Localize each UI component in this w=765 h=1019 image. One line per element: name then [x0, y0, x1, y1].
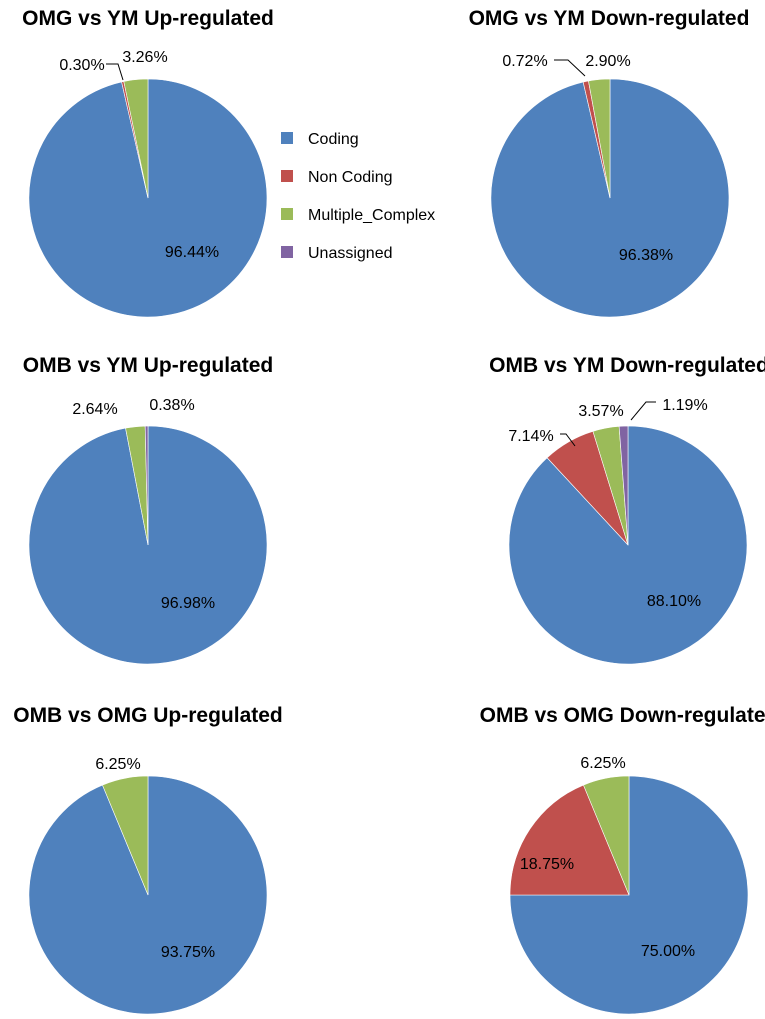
pie-slice-multiple-complex [102, 775, 149, 896]
leader-line [630, 401, 656, 421]
chart-title: OMG vs YM Down-regulated [469, 7, 750, 30]
chart-title: OMB vs YM Up-regulated [23, 354, 273, 377]
data-label-multiple-complex: 3.57% [578, 403, 623, 420]
pie-chart-3: OMB vs YM Up-regulated 96.98% 2.64% 0.38% [23, 354, 273, 665]
data-label-multiple-complex: 2.90% [585, 53, 630, 70]
leader-line [106, 63, 124, 81]
data-label-multiple-complex: 2.64% [72, 401, 117, 418]
pie-slice-multiple-complex [583, 775, 630, 896]
data-label-multiple-complex: 6.25% [580, 755, 625, 772]
pie-chart-4: OMB vs YM Down-regulated 88.10% 7.14% 3.57%… [489, 354, 765, 665]
pie-chart-1: OMG vs YM Up-regulated 96.44% 0.30% 3.26% [22, 7, 274, 318]
chart-title: OMB vs OMG Down-regulated [480, 704, 765, 727]
pie-slice-multiple-complex [123, 78, 149, 199]
data-label-coding: 93.75% [161, 944, 215, 961]
pie-chart-6: OMB vs OMG Down-regulated 75.00% 18.75% 6.2… [480, 704, 765, 1015]
legend-swatch-non-coding [281, 170, 293, 182]
leader-line [560, 433, 576, 447]
pie-slice-multiple-complex [588, 78, 611, 199]
legend-label-non-coding: Non Coding [308, 169, 393, 186]
legend: Coding Non Coding Multiple_Complex Unass… [281, 131, 435, 262]
data-label-coding: 88.10% [647, 593, 701, 610]
data-label-multiple-complex: 6.25% [95, 756, 140, 773]
legend-swatch-multiple-complex [281, 208, 293, 220]
data-label-unassigned: 0.38% [149, 397, 194, 414]
legend-label-multiple-complex: Multiple_Complex [308, 207, 435, 224]
chart-title: OMG vs YM Up-regulated [22, 7, 274, 30]
data-label-unassigned: 1.19% [662, 397, 707, 414]
pie-slice-unassigned [144, 425, 149, 546]
pie-chart-2: OMG vs YM Down-regulated 96.38% 0.72% 2.90% [469, 7, 750, 318]
data-label-multiple-complex: 3.26% [122, 49, 167, 66]
leader-line [554, 59, 586, 77]
data-label-coding: 96.38% [619, 247, 673, 264]
data-label-non-coding: 18.75% [520, 856, 574, 873]
legend-swatch-coding [281, 132, 293, 144]
pie-slice-non-coding [509, 784, 630, 896]
data-label-coding: 96.44% [165, 244, 219, 261]
chart-title: OMB vs YM Down-regulated [489, 354, 765, 377]
data-label-coding: 75.00% [641, 943, 695, 960]
legend-label-coding: Coding [308, 131, 359, 148]
legend-label-unassigned: Unassigned [308, 245, 393, 262]
pie-slice-unassigned [618, 425, 629, 546]
data-label-non-coding: 7.14% [508, 428, 553, 445]
pie-slice-coding [508, 425, 748, 665]
pie-chart-5: OMB vs OMG Up-regulated 93.75% 6.25% [13, 704, 283, 1015]
data-label-non-coding: 0.30% [59, 57, 104, 74]
pie-slice-coding [509, 775, 749, 1015]
data-label-non-coding: 0.72% [502, 53, 547, 70]
legend-swatch-unassigned [281, 246, 293, 258]
data-label-coding: 96.98% [161, 595, 215, 612]
chart-title: OMB vs OMG Up-regulated [13, 704, 283, 727]
